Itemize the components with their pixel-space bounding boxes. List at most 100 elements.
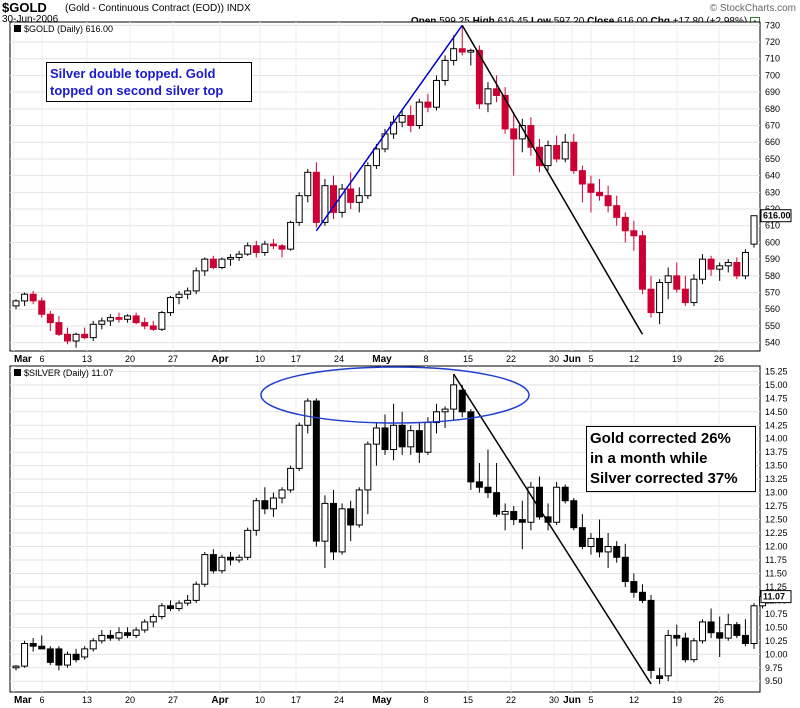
candle-body — [269, 243, 277, 247]
candle-body — [72, 333, 80, 342]
candle-body — [561, 486, 569, 502]
candle-body — [55, 322, 63, 335]
candle-body — [647, 599, 655, 671]
y-tick-label: 640 — [765, 171, 780, 181]
candle-body — [553, 486, 561, 523]
chart-panel-gold: 5405505605705805906006106206306406506606… — [9, 20, 792, 365]
candle-body — [227, 256, 235, 260]
x-tick-label: 15 — [463, 695, 473, 705]
x-tick-label: Jun — [563, 354, 581, 365]
candle-body — [124, 315, 132, 320]
candle-body — [741, 634, 749, 645]
candle-body — [415, 430, 423, 453]
candle-body — [741, 251, 749, 277]
candle-body — [63, 653, 71, 666]
y-tick-label: 650 — [765, 154, 780, 164]
y-tick-label: 10.50 — [765, 622, 788, 632]
y-tick-label: 13.25 — [765, 474, 788, 484]
candle-body — [312, 400, 320, 542]
last-value-label: 11.07 — [763, 592, 785, 602]
candle-body — [527, 486, 535, 523]
candle-body — [81, 648, 89, 658]
candle-body — [493, 88, 501, 96]
candle-body — [372, 427, 380, 445]
candle-body — [235, 253, 243, 258]
candle-body — [46, 648, 54, 663]
candle-body — [501, 94, 509, 130]
candle-body — [115, 632, 123, 639]
gold-annotation: Silver double topped. Gold topped on sec… — [46, 62, 252, 102]
candle-body — [295, 195, 303, 223]
candle-body — [244, 529, 252, 558]
x-tick-label: 10 — [255, 695, 265, 705]
candle-body — [501, 510, 509, 515]
candle-body — [347, 188, 355, 203]
y-tick-label: 9.50 — [765, 676, 783, 686]
y-tick-label: 14.25 — [765, 420, 788, 430]
x-tick-label: 22 — [506, 695, 516, 705]
candle-body — [29, 643, 37, 647]
x-tick-label: 19 — [672, 695, 682, 705]
candle-body — [587, 183, 595, 193]
x-tick-label: Mar — [14, 354, 32, 365]
gold-annotation-line2: topped on second silver top — [50, 83, 224, 98]
candle-body — [415, 101, 423, 127]
candle-body — [441, 408, 449, 413]
candle-body — [12, 300, 20, 307]
x-tick-label: 15 — [463, 354, 473, 364]
candle-body — [432, 79, 440, 108]
silver-annotation-line1: Gold corrected 26% — [590, 430, 731, 447]
candle-body — [244, 245, 252, 255]
x-tick-label: May — [372, 354, 392, 365]
y-tick-label: 14.50 — [765, 407, 788, 417]
candle-body — [484, 88, 492, 105]
candle-body — [141, 621, 149, 631]
candle-body — [561, 141, 569, 160]
symbol-subtitle: (Gold - Continuous Contract (EOD)) INDX — [65, 3, 251, 14]
candle-body — [553, 145, 561, 160]
candle-body — [21, 293, 29, 302]
candle-body — [450, 384, 458, 410]
candle-body — [184, 290, 192, 295]
y-tick-label: 730 — [765, 20, 780, 30]
candle-body — [330, 185, 338, 213]
x-tick-label: 24 — [334, 354, 344, 364]
candle-body — [681, 288, 689, 304]
candle-body — [596, 537, 604, 553]
candle-body — [364, 443, 372, 491]
candle-body — [475, 49, 483, 105]
candle-body — [106, 317, 114, 322]
candle-body — [321, 185, 329, 223]
brand-credit: © StockCharts.com — [709, 3, 796, 14]
candle-body — [673, 275, 681, 290]
candle-body — [638, 235, 646, 290]
candle-body — [450, 48, 458, 61]
candle-body — [475, 481, 483, 488]
candle-body — [424, 422, 432, 453]
x-tick-label: Jun — [563, 695, 581, 706]
candle-body — [38, 300, 46, 315]
candle-body — [604, 195, 612, 207]
gold-annotation-line1: Silver double topped. Gold — [50, 66, 216, 81]
candle-body — [235, 556, 243, 561]
candle-body — [656, 282, 664, 314]
candle-body — [158, 605, 166, 618]
candle-body — [587, 537, 595, 548]
y-tick-label: 10.00 — [765, 649, 788, 659]
candle-body — [330, 502, 338, 553]
y-tick-label: 15.25 — [765, 366, 788, 376]
candle-body — [46, 313, 54, 324]
candle-body — [716, 265, 724, 270]
candle-body — [321, 502, 329, 542]
candle-body — [630, 581, 638, 593]
candle-body — [38, 645, 46, 650]
candle-body — [484, 486, 492, 494]
x-tick-label: 20 — [125, 695, 135, 705]
candle-body — [287, 467, 295, 491]
candle-body — [613, 546, 621, 558]
candle-body — [338, 508, 346, 553]
symbol-title: $GOLD — [2, 0, 47, 15]
y-tick-label: 13.75 — [765, 447, 788, 457]
y-tick-label: 580 — [765, 271, 780, 281]
x-tick-label: 24 — [334, 695, 344, 705]
